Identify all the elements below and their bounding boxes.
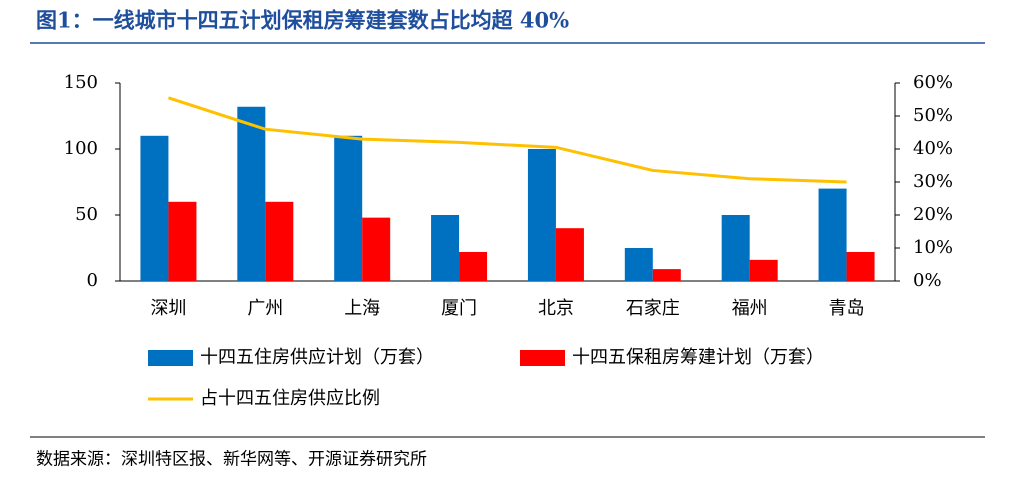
y2-tick-label: 30% xyxy=(913,171,953,192)
bar xyxy=(527,149,556,281)
bar xyxy=(721,215,750,281)
x-tick-label: 深圳 xyxy=(150,298,186,319)
legend-label: 占十四五住房供应比例 xyxy=(200,388,380,409)
bar xyxy=(846,251,875,281)
bar xyxy=(431,215,460,281)
y2-tick-label: 20% xyxy=(913,204,953,225)
y2-tick-label: 10% xyxy=(913,237,953,258)
x-tick-label: 北京 xyxy=(538,298,574,319)
x-tick-label: 青岛 xyxy=(829,298,865,319)
y2-tick-label: 0% xyxy=(913,270,942,291)
chart-title: 图1：一线城市十四五计划保租房筹建套数占比均超 40% xyxy=(36,8,569,33)
bar xyxy=(459,251,488,281)
y2-tick-label: 50% xyxy=(913,105,953,126)
bar xyxy=(749,259,778,281)
line xyxy=(167,96,847,184)
y-tick-label: 150 xyxy=(64,72,98,93)
legend-swatch xyxy=(520,350,565,366)
bar xyxy=(624,248,653,281)
bar xyxy=(168,201,197,281)
x-tick-label: 石家庄 xyxy=(626,298,680,319)
x-tick-label: 上海 xyxy=(344,298,380,319)
bar xyxy=(818,188,847,281)
legend-label: 十四五保租房筹建计划（万套） xyxy=(572,347,824,368)
y-tick-label: 0 xyxy=(87,270,98,291)
bar xyxy=(265,201,294,281)
source: 数据来源：深圳特区报、新华网等、开源证券研究所 xyxy=(36,450,427,470)
bar xyxy=(140,135,169,281)
bar xyxy=(652,269,681,281)
bar xyxy=(362,217,391,281)
bar xyxy=(334,135,363,281)
x-tick-label: 福州 xyxy=(732,298,768,319)
x-tick-label: 厦门 xyxy=(441,298,477,319)
y2-tick-label: 40% xyxy=(913,138,953,159)
bar xyxy=(237,106,266,281)
y-tick-label: 50 xyxy=(75,204,98,225)
bar xyxy=(555,228,584,281)
x-tick-label: 广州 xyxy=(247,298,283,319)
legend-swatch xyxy=(148,350,193,366)
legend-label: 十四五住房供应计划（万套） xyxy=(200,347,434,368)
y2-tick-label: 60% xyxy=(913,72,953,93)
y-tick-label: 100 xyxy=(64,138,98,159)
